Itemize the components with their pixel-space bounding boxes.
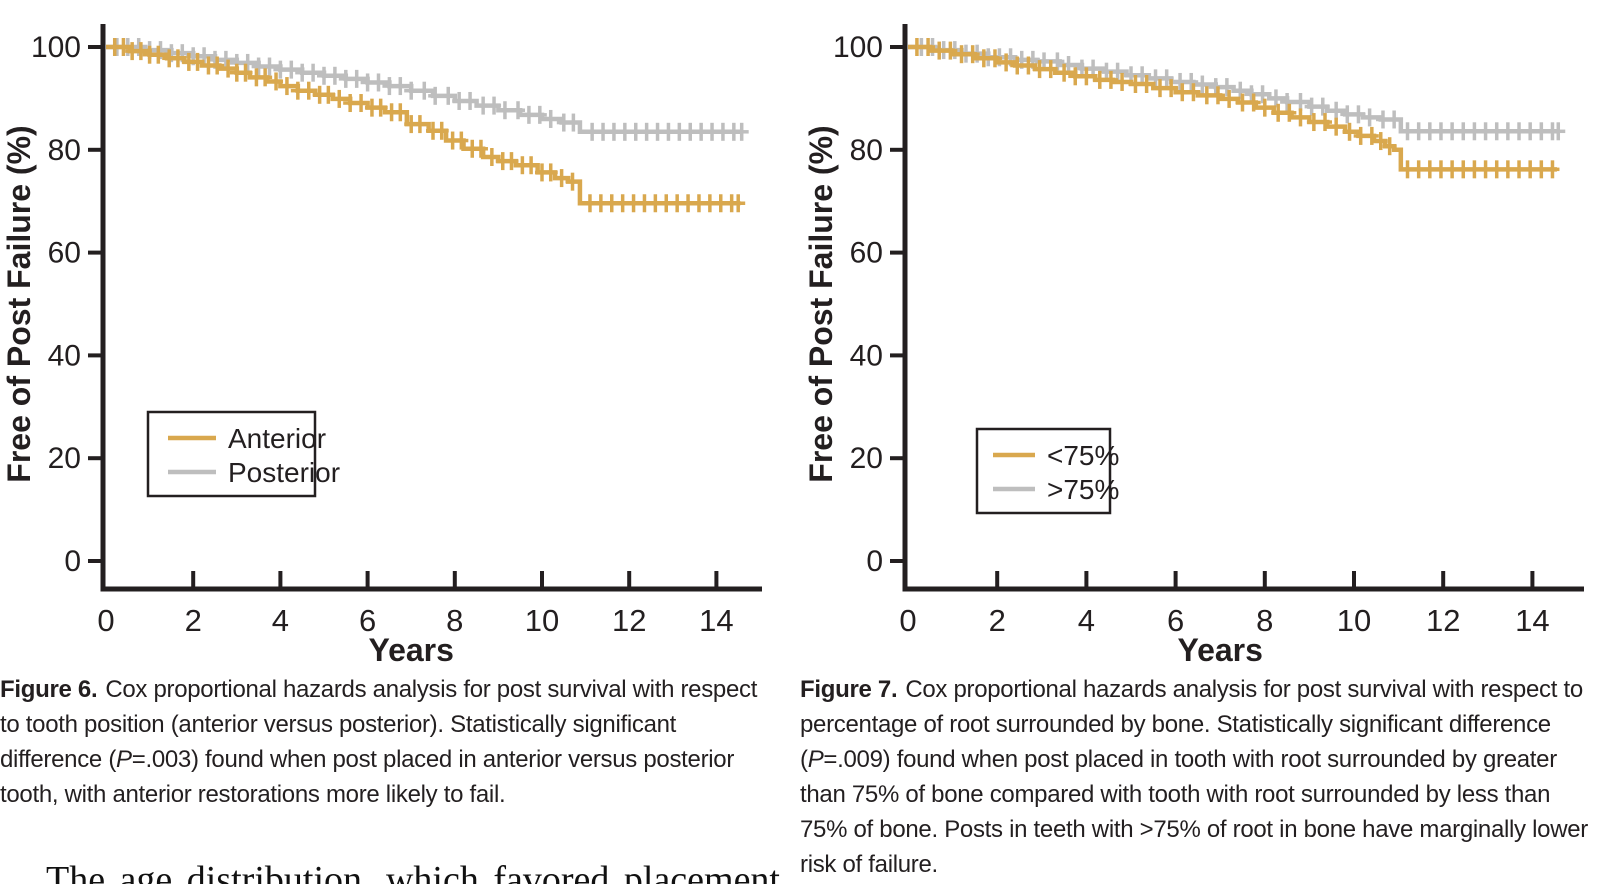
y-tick-label: 100 — [31, 31, 81, 64]
legend: <75%>75% — [975, 427, 1119, 515]
y-tick-label: 0 — [866, 545, 883, 578]
km-chart-root-bone-percentage: 0 20 40 60 80 100 0 2 4 6 8 10 12 14 Years Free of Post… — [803, 24, 1584, 664]
figure-7-label: Figure 7. — [800, 676, 898, 703]
x-tick-label: 14 — [1515, 603, 1549, 638]
y-tick-label: 0 — [64, 545, 81, 578]
x-tick-label: 6 — [359, 603, 376, 638]
figure-6-label: Figure 6. — [0, 676, 98, 703]
x-axis-title: Years — [1177, 632, 1262, 664]
legend-label: >75% — [1047, 474, 1119, 505]
x-tick-label: 10 — [525, 603, 559, 638]
x-tick-label: 8 — [446, 603, 463, 638]
series-anterior — [106, 38, 746, 213]
y-tick-label: 100 — [833, 31, 883, 64]
x-tick-label: 0 — [899, 603, 916, 638]
y-tick-label: 60 — [850, 237, 883, 270]
x-tick-label: 14 — [699, 603, 733, 638]
body-paragraph-fragment: The age distribution, which favored plac… — [46, 859, 780, 884]
figure-7-caption: Figure 7. Cox proportional hazards analys… — [800, 672, 1600, 882]
legend-label: Posterior — [228, 457, 340, 488]
y-tick-label: 80 — [48, 134, 81, 167]
figure-7-caption-text: Cox proportional hazards analysis for po… — [800, 676, 1588, 878]
x-tick-label: 4 — [272, 603, 289, 638]
series--75- — [908, 38, 1560, 179]
y-tick-label: 40 — [48, 339, 81, 372]
x-axis-title: Years — [368, 632, 453, 664]
x-tick-label: 2 — [989, 603, 1006, 638]
legend-box — [146, 410, 317, 498]
figure-7: 0 20 40 60 80 100 0 2 4 6 8 10 12 14 Years Free of Post… — [800, 4, 1606, 882]
series--75- — [908, 38, 1566, 141]
legend-label: <75% — [1047, 440, 1119, 471]
km-chart-tooth-position: 0 20 40 60 80 100 0 2 4 6 8 10 12 14 Years Free of Post… — [1, 24, 762, 664]
x-tick-label: 8 — [1256, 603, 1273, 638]
legend-label: Anterior — [228, 423, 326, 454]
x-tick-label: 0 — [97, 603, 114, 638]
y-tick-label: 80 — [850, 134, 883, 167]
figure-6-caption: Figure 6. Cox proportional hazards analys… — [0, 672, 770, 812]
y-axis-title: Free of Post Failure (%) — [1, 125, 37, 482]
x-tick-label: 10 — [1337, 603, 1371, 638]
x-tick-label: 4 — [1078, 603, 1095, 638]
y-axis-title: Free of Post Failure (%) — [803, 125, 839, 482]
x-tick-label: 12 — [612, 603, 646, 638]
legend-box — [975, 427, 1112, 515]
x-tick-label: 6 — [1167, 603, 1184, 638]
x-tick-label: 2 — [185, 603, 202, 638]
figure-6-caption-text: Cox proportional hazards analysis for po… — [0, 676, 758, 808]
y-tick-label: 40 — [850, 339, 883, 372]
axes: 0 20 40 60 80 100 0 2 4 6 8 10 12 14 Years Free of Post… — [1, 24, 762, 664]
y-tick-label: 20 — [48, 442, 81, 475]
figure-6: 0 20 40 60 80 100 0 2 4 6 8 10 12 14 Years Free of Post… — [0, 4, 780, 812]
x-tick-label: 12 — [1426, 603, 1460, 638]
y-tick-label: 60 — [48, 237, 81, 270]
axes: 0 20 40 60 80 100 0 2 4 6 8 10 12 14 Years Free of Post… — [803, 24, 1584, 664]
y-tick-label: 20 — [850, 442, 883, 475]
